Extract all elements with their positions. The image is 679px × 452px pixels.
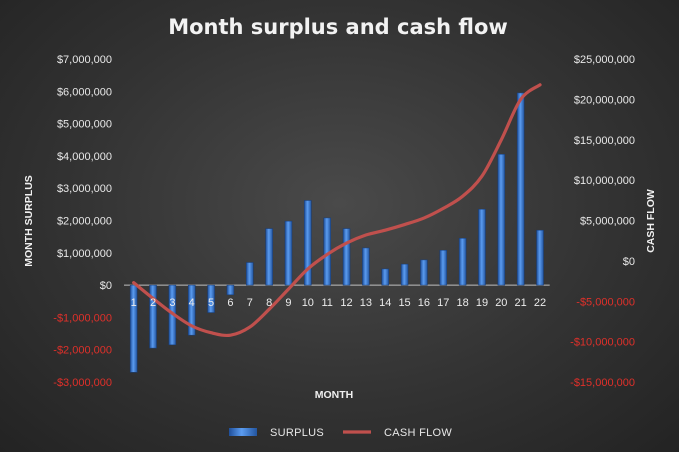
- surplus-bar: [304, 200, 312, 286]
- cash-flow-line: [132, 83, 542, 338]
- y2-tick-label: -$15,000,000: [570, 377, 635, 389]
- surplus-bar: [516, 92, 525, 286]
- surplus-bar: [342, 228, 351, 286]
- x-tick-label: 15: [398, 297, 410, 309]
- chart-title: Month surplus and cash flow: [168, 15, 508, 39]
- x-tick-label: 16: [418, 297, 430, 309]
- x-tick-label: 14: [379, 297, 391, 309]
- x-tick-label: 9: [285, 297, 291, 309]
- x-tick-label: 6: [227, 297, 233, 309]
- x-tick-label: 2: [150, 297, 156, 309]
- x-tick-label: 5: [208, 297, 214, 309]
- surplus-bar: [265, 228, 273, 286]
- y2-tick-label: $25,000,000: [574, 54, 635, 66]
- surplus-bar: [149, 284, 157, 349]
- legend-cash-flow-label: CASH FLOW: [384, 427, 452, 439]
- y-tick-label: -$3,000,000: [53, 377, 112, 389]
- x-tick-label: 4: [189, 297, 195, 309]
- surplus-bar: [478, 208, 486, 286]
- surplus-bar: [400, 263, 409, 286]
- y2-tick-label: $5,000,000: [580, 216, 635, 228]
- x-tick-label: 12: [340, 297, 352, 309]
- surplus-bar: [207, 284, 215, 313]
- y-tick-label: $4,000,000: [57, 151, 112, 163]
- y-tick-label: $7,000,000: [57, 54, 112, 66]
- x-tick-label: 13: [360, 297, 372, 309]
- x-tick-label: 22: [534, 297, 546, 309]
- x-tick-label: 11: [321, 297, 332, 309]
- y2-tick-label: $20,000,000: [574, 94, 635, 106]
- y-tick-label: -$2,000,000: [53, 345, 112, 357]
- y-axis-title: MONTH SURPLUS: [23, 175, 35, 267]
- y-axis-ticks: $7,000,000 $6,000,000 $5,000,000 $4,000,000…: [53, 54, 112, 389]
- x-tick-label: 19: [476, 297, 488, 309]
- x-tick-label: 10: [302, 297, 314, 309]
- x-tick-label: 1: [131, 297, 137, 309]
- y2-tick-label: -$5,000,000: [576, 296, 635, 308]
- surplus-bar: [226, 284, 235, 296]
- surplus-bar: [187, 284, 196, 336]
- surplus-bar: [439, 249, 448, 286]
- legend-surplus-label: SURPLUS: [270, 427, 324, 439]
- x-tick-label: 18: [457, 297, 469, 309]
- surplus-bar: [362, 247, 370, 286]
- surplus-bar: [129, 284, 138, 373]
- y-tick-label: -$1,000,000: [53, 312, 112, 324]
- legend: SURPLUS CASH FLOW: [229, 427, 452, 439]
- y2-tick-label: $0: [623, 256, 635, 268]
- y2-tick-label: $10,000,000: [574, 175, 635, 187]
- surplus-bars: [129, 92, 544, 373]
- x-tick-label: 8: [266, 297, 272, 309]
- y-tick-label: $6,000,000: [57, 86, 112, 98]
- y2-axis-title: CASH FLOW: [645, 189, 657, 253]
- x-axis-ticks: 1 2 3 4 5 6 7 8 9 10 11 12 13 14 15 16 17 18 19 20 21 22: [131, 297, 547, 309]
- surplus-bar: [381, 268, 389, 286]
- x-tick-label: 21: [515, 297, 527, 309]
- y2-tick-label: -$10,000,000: [570, 337, 635, 349]
- surplus-bar: [458, 238, 467, 286]
- y-tick-label: $0: [100, 280, 112, 292]
- x-tick-label: 7: [247, 297, 253, 309]
- x-tick-label: 20: [495, 297, 507, 309]
- x-axis-title: MONTH: [315, 389, 354, 401]
- y-tick-label: $2,000,000: [57, 216, 112, 228]
- surplus-bar: [284, 220, 293, 286]
- x-tick-label: 17: [437, 297, 449, 309]
- legend-surplus-swatch: [229, 428, 257, 436]
- y-tick-label: $1,000,000: [57, 248, 112, 260]
- y-tick-label: $3,000,000: [57, 183, 112, 195]
- surplus-bar: [536, 229, 544, 286]
- y2-tick-label: $15,000,000: [574, 135, 635, 147]
- x-tick-label: 3: [169, 297, 175, 309]
- surplus-bar: [497, 154, 506, 286]
- surplus-bar: [246, 262, 254, 286]
- surplus-bar: [420, 259, 428, 286]
- y-tick-label: $5,000,000: [57, 119, 112, 131]
- y2-axis-ticks: $25,000,000 $20,000,000 $15,000,000 $10,000…: [570, 54, 635, 389]
